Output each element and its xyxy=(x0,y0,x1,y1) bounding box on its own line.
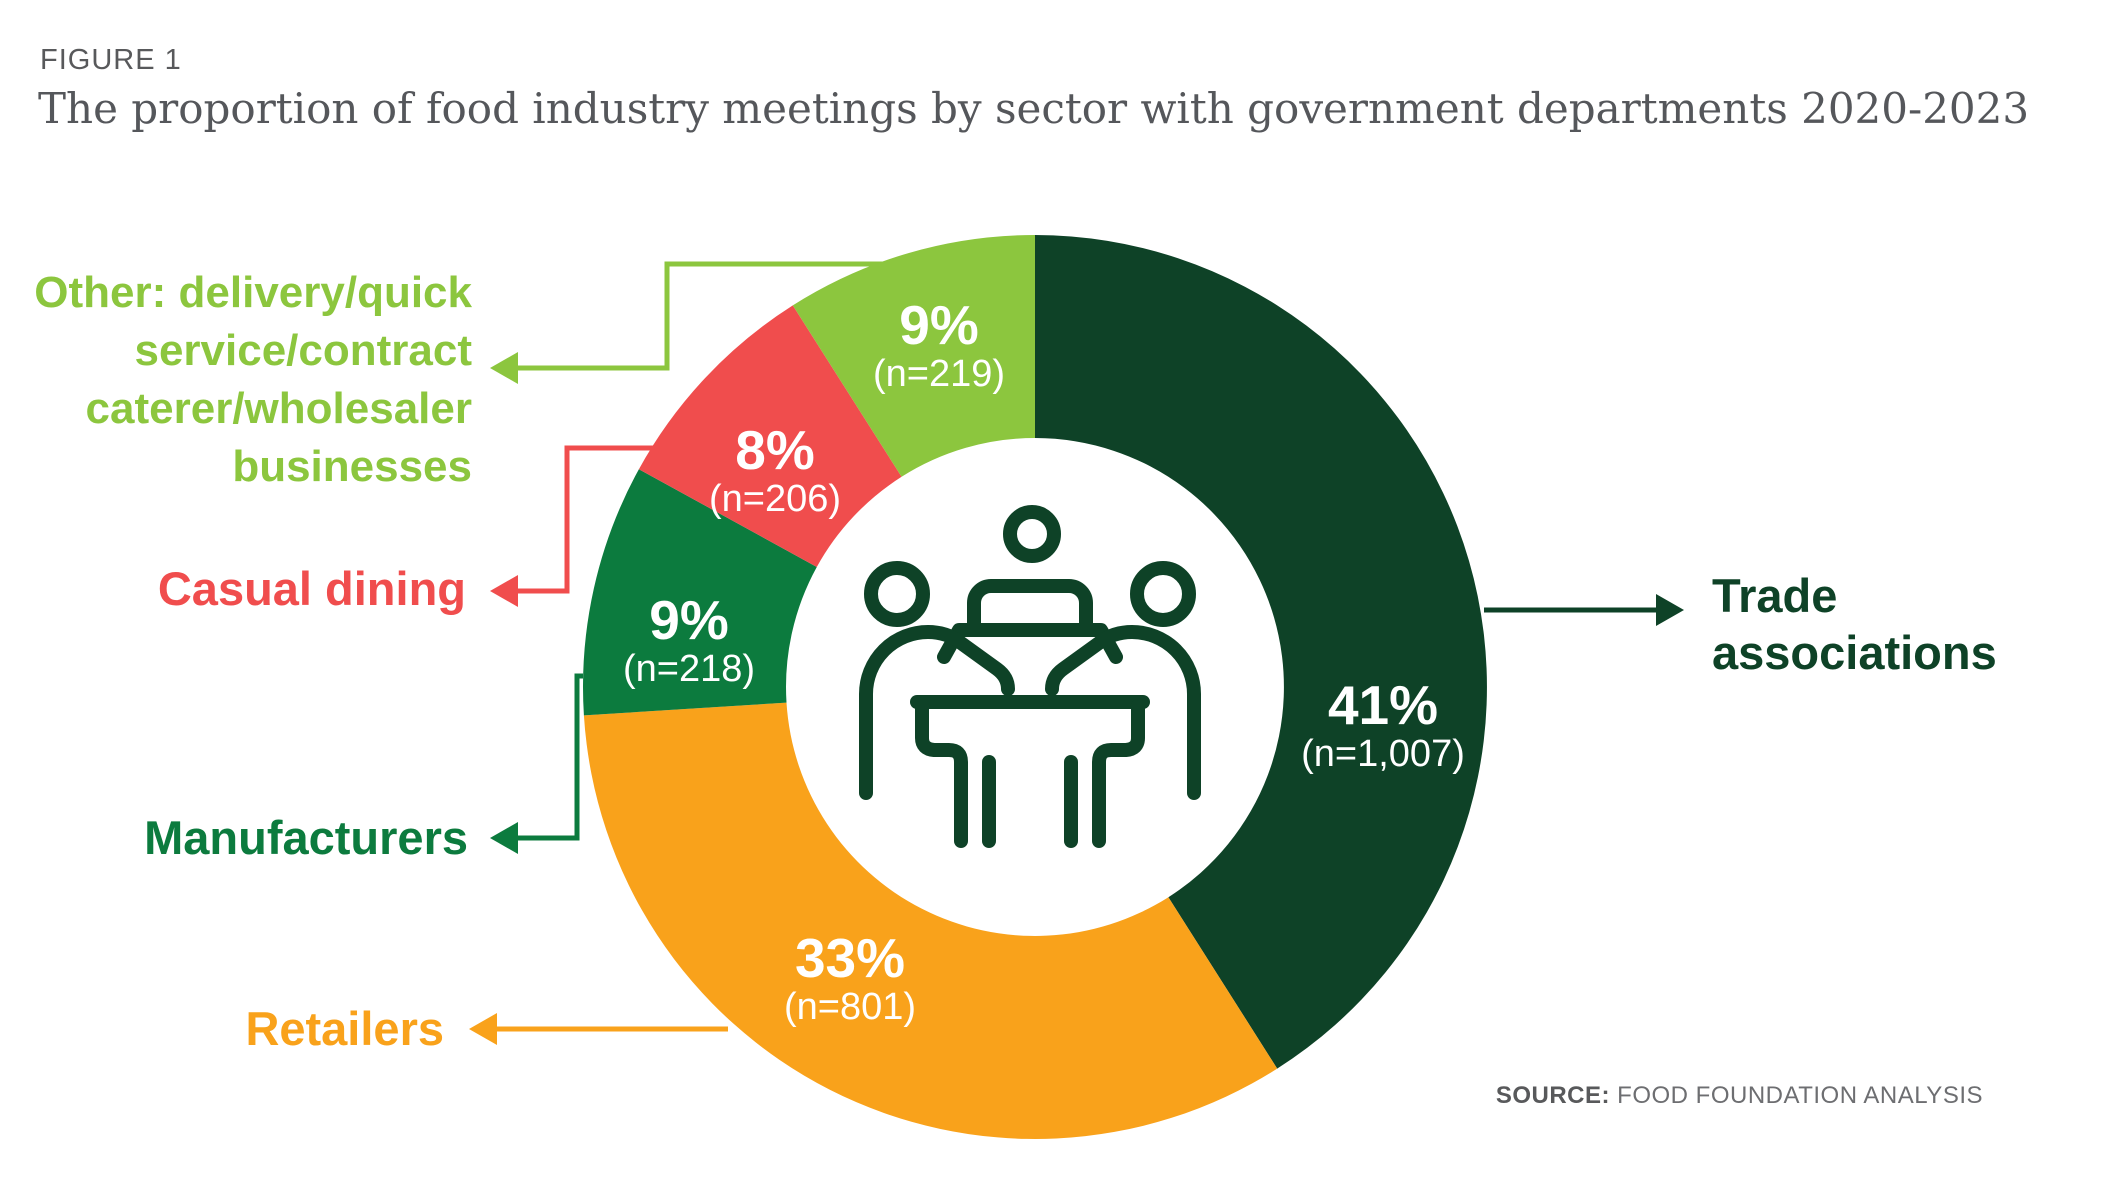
leader-arrows xyxy=(469,261,1684,1045)
callout-label-trade-associations: Trade associations xyxy=(1712,567,1997,681)
slice-pct-label-trade-associations: 41% xyxy=(1328,674,1438,736)
figure-number-label: FIGURE 1 xyxy=(40,44,182,76)
person-center-head-icon xyxy=(1003,505,1061,563)
callout-retailers-line1: Retailers xyxy=(245,1002,444,1055)
arrowhead-icon-casual-dining xyxy=(490,575,518,607)
arrowhead-icon-trade-associations xyxy=(1656,594,1684,626)
chart-title: The proportion of food industry meetings… xyxy=(38,84,2030,133)
slice-other xyxy=(792,235,1035,477)
slice-pct-label-manufacturers: 9% xyxy=(649,589,729,651)
slice-n-label-trade-associations: (n=1,007) xyxy=(1301,733,1465,775)
person-right-leg-icon xyxy=(1092,699,1145,848)
callout-label-other: Other: delivery/quick service/contract c… xyxy=(34,264,472,496)
callout-label-manufacturers: Manufacturers xyxy=(144,812,468,864)
callout-other-line4: businesses xyxy=(232,442,472,491)
leader-line-manufacturers xyxy=(518,673,583,841)
leader-line-other xyxy=(518,261,892,371)
slice-pct-label-other: 9% xyxy=(899,294,979,356)
person-left-head-icon xyxy=(864,561,930,627)
person-right-head-icon xyxy=(1130,561,1196,627)
person-left-leg-icon xyxy=(915,699,968,848)
donut-slices xyxy=(583,235,1487,1139)
callout-other-line3: caterer/wholesaler xyxy=(85,384,472,433)
person-left-body-icon xyxy=(859,625,1015,800)
slice-n-label-manufacturers: (n=218) xyxy=(623,648,755,690)
slice-casual-dining xyxy=(638,305,902,567)
callout-other-line2: service/contract xyxy=(134,326,472,375)
slice-trade-associations xyxy=(1035,235,1487,1069)
slice-n-label-other: (n=219) xyxy=(873,353,1005,395)
callout-casual-line1: Casual dining xyxy=(157,562,466,615)
slice-n-label-retailers: (n=801) xyxy=(784,986,916,1028)
slice-manufacturers xyxy=(583,469,817,716)
slice-pct-label-retailers: 33% xyxy=(795,927,905,989)
person-right-body-icon xyxy=(1045,625,1201,800)
person-center-torso-icon xyxy=(967,579,1093,637)
slice-retailers xyxy=(583,702,1278,1139)
source-prefix: SOURCE: xyxy=(1495,1082,1610,1109)
callout-label-casual-dining: Casual dining xyxy=(158,563,466,615)
arrowhead-icon-other xyxy=(490,352,518,384)
source-credit: SOURCE: FOOD FOUNDATION ANALYSIS xyxy=(1496,1082,1983,1110)
callout-label-retailers: Retailers xyxy=(245,1003,444,1055)
leader-line-casual-dining xyxy=(518,445,659,594)
callout-other-line1: Other: delivery/quick xyxy=(34,268,472,317)
meeting-table-icon xyxy=(859,505,1201,848)
callout-manufacturers-line1: Manufacturers xyxy=(144,811,468,864)
slice-pct-label-casual-dining: 8% xyxy=(735,419,815,481)
callout-trade-line1: Trade xyxy=(1712,569,1838,622)
slice-n-label-casual-dining: (n=206) xyxy=(709,478,841,520)
arrowhead-icon-manufacturers xyxy=(490,822,518,854)
callout-trade-line2: associations xyxy=(1712,626,1997,679)
slice-value-labels: 41%(n=1,007)33%(n=801)9%(n=218)8%(n=206)… xyxy=(623,294,1465,1028)
source-text: FOOD FOUNDATION ANALYSIS xyxy=(1617,1082,1983,1109)
arrowhead-icon-retailers xyxy=(469,1013,497,1045)
